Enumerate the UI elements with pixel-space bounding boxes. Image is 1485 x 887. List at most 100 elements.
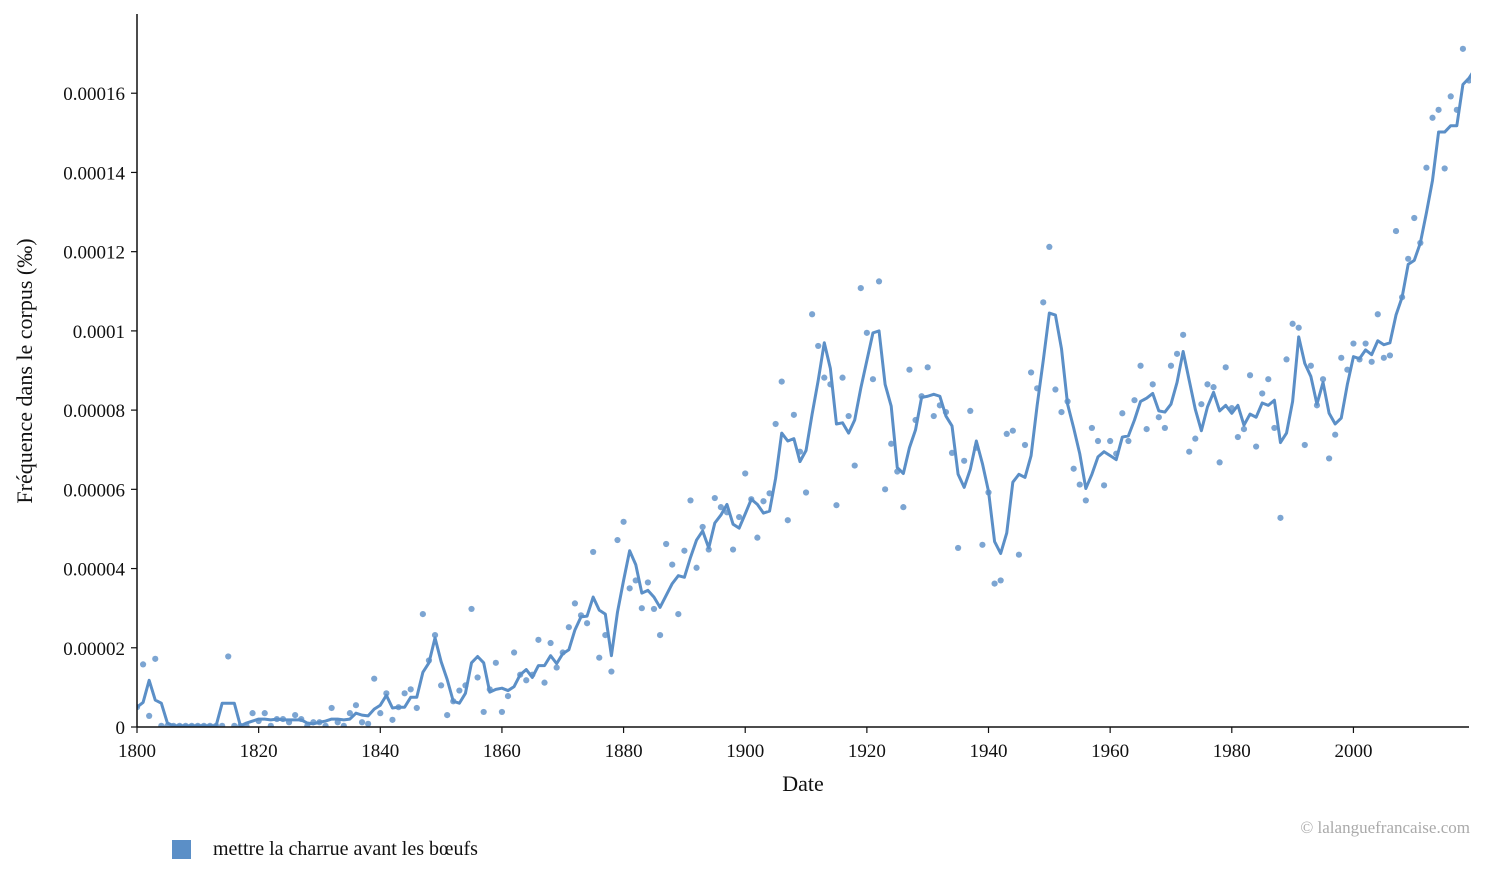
data-point	[219, 722, 226, 727]
data-point	[431, 632, 439, 639]
data-point	[1423, 164, 1430, 171]
series-line	[137, 72, 1471, 727]
data-point	[1149, 381, 1156, 388]
data-point	[1186, 448, 1193, 455]
y-axis-title: Fréquence dans le corpus (‰)	[12, 238, 37, 503]
x-tick-label: 1860	[483, 741, 521, 762]
x-tick-label: 1980	[1213, 741, 1251, 762]
data-point	[1441, 165, 1448, 172]
credit-text: © lalanguefrancaise.com	[1300, 818, 1470, 837]
data-point	[760, 498, 767, 505]
data-point	[1405, 255, 1412, 262]
data-point	[1070, 465, 1077, 472]
data-point	[717, 504, 724, 511]
data-point	[571, 600, 579, 607]
x-tick-label: 1880	[605, 741, 643, 762]
y-tick-label: 0.00006	[63, 480, 125, 501]
data-point	[1307, 362, 1314, 369]
data-point	[535, 636, 542, 643]
x-tick-label: 1960	[1091, 741, 1129, 762]
data-point	[772, 420, 779, 428]
data-point	[906, 366, 913, 373]
data-point	[541, 679, 548, 686]
data-point	[1173, 350, 1181, 357]
data-point	[967, 407, 974, 414]
x-tick-label: 2000	[1334, 741, 1372, 762]
data-point	[383, 690, 390, 697]
data-point	[784, 517, 791, 524]
data-point	[261, 710, 268, 717]
data-point	[675, 611, 682, 618]
data-point	[590, 548, 597, 556]
data-point	[681, 547, 688, 554]
data-point	[456, 687, 463, 694]
x-tick-label: 1940	[970, 741, 1008, 762]
x-tick-label: 1820	[240, 741, 278, 762]
data-point	[1155, 414, 1162, 421]
data-point	[620, 518, 627, 525]
data-point	[638, 605, 645, 612]
data-point	[267, 722, 274, 727]
data-point	[1040, 299, 1047, 306]
data-point	[991, 580, 998, 587]
data-point	[468, 605, 475, 613]
data-point	[413, 704, 420, 712]
data-point	[924, 364, 931, 371]
data-point	[292, 712, 299, 719]
y-tick-label: 0.00016	[63, 84, 125, 105]
data-point	[729, 546, 737, 553]
data-point	[1277, 514, 1284, 521]
data-point	[1362, 340, 1369, 347]
data-point	[371, 675, 378, 682]
data-point	[626, 585, 633, 592]
data-point	[1411, 214, 1418, 222]
data-point	[663, 540, 670, 548]
data-point	[997, 577, 1004, 584]
y-tick-label: 0.00008	[63, 401, 125, 422]
data-point	[948, 449, 956, 456]
data-point	[790, 411, 797, 418]
legend-label: mettre la charrue avant les bœufs	[213, 838, 478, 860]
data-point	[863, 329, 870, 336]
data-point	[809, 311, 816, 318]
data-point	[523, 677, 530, 684]
data-point	[480, 708, 487, 716]
data-point	[839, 374, 846, 381]
data-point	[1161, 424, 1168, 432]
data-point	[851, 462, 858, 469]
data-point	[553, 664, 560, 671]
data-point	[961, 457, 968, 464]
data-point	[565, 624, 572, 631]
data-point	[711, 494, 718, 502]
data-point	[1210, 384, 1217, 391]
data-point	[869, 376, 877, 383]
data-point	[328, 704, 335, 712]
tick-labels: 1800 1820 1840 1860 1880 1900 1920 1940 1960 1980…	[63, 84, 1372, 762]
data-point	[139, 661, 147, 668]
data-point	[1319, 376, 1327, 383]
data-point	[346, 710, 353, 717]
smoothed-line-layer	[137, 72, 1471, 727]
data-point	[1283, 356, 1290, 363]
data-point	[1386, 352, 1394, 359]
y-tick-label: 0	[116, 718, 126, 739]
data-point	[444, 712, 451, 719]
data-point	[352, 702, 360, 709]
data-point	[1338, 354, 1345, 361]
data-point	[845, 412, 852, 420]
data-point	[596, 654, 603, 661]
y-tick-label: 0.00012	[63, 243, 125, 264]
data-point	[1107, 437, 1114, 445]
data-point	[693, 564, 700, 571]
x-tick-label: 1920	[848, 741, 886, 762]
data-point	[146, 712, 153, 720]
data-point	[1222, 364, 1229, 371]
data-point	[498, 708, 506, 716]
data-point	[882, 486, 889, 493]
data-point	[547, 639, 554, 647]
y-tick-label: 0.00004	[63, 560, 125, 581]
data-point	[1198, 401, 1205, 408]
data-point	[875, 278, 883, 285]
data-point	[504, 693, 512, 700]
data-point	[1119, 410, 1126, 417]
